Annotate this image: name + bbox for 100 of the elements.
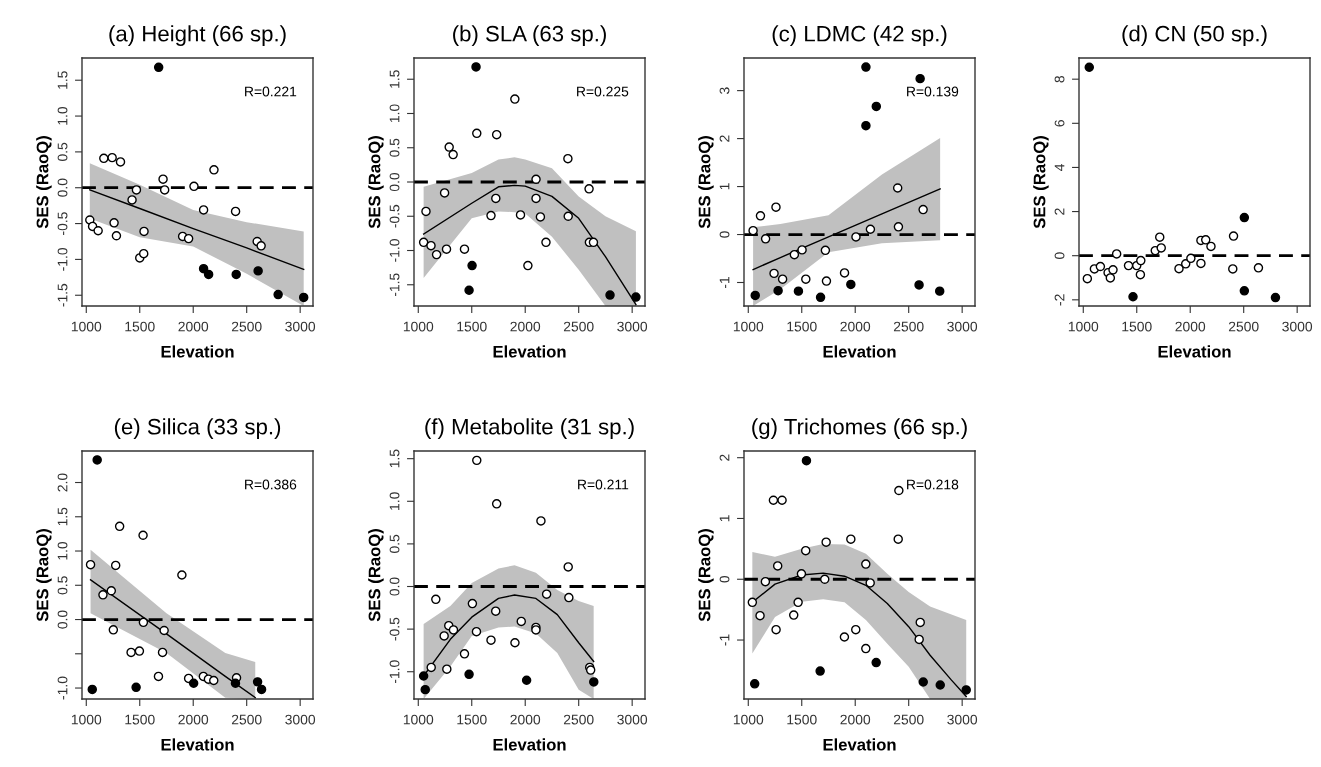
- y-tick-label: -1: [719, 277, 730, 289]
- y-tick-label: 0: [1054, 252, 1065, 260]
- y-axis-title: SES (RaoQ): [698, 529, 714, 622]
- x-tick-label: 1000: [71, 714, 102, 725]
- y-axis-title: SES (RaoQ): [368, 529, 384, 622]
- x-axis-title: Elevation: [161, 345, 234, 358]
- annotation: R=0.139: [907, 86, 959, 97]
- annotation: R=0.211: [578, 479, 629, 490]
- x-axis-title: Elevation: [493, 738, 566, 751]
- y-tick-label: -1.0: [389, 239, 400, 262]
- chart-title: (b) SLA (63 sp.): [453, 25, 606, 46]
- x-tick-label: 2000: [510, 321, 541, 332]
- y-tick-label: 1.5: [57, 71, 68, 89]
- y-tick-label: 8: [1054, 75, 1065, 83]
- y-tick-label: 3: [719, 87, 730, 94]
- y-tick-label: -1.0: [389, 660, 400, 684]
- x-tick-label: 3000: [947, 321, 978, 332]
- y-tick-label: -0.5: [389, 617, 400, 641]
- y-tick-label: 0.5: [389, 534, 400, 553]
- x-tick-label: 2500: [563, 714, 594, 725]
- y-tick-label: 4: [1054, 163, 1065, 171]
- chart-title: (a) Height (66 sp.): [109, 25, 286, 46]
- y-tick-label: -1.0: [57, 247, 68, 271]
- chart-title: (c) LDMC (42 sp.): [772, 25, 947, 46]
- y-tick-label: 0.5: [57, 576, 68, 595]
- x-tick-label: 2500: [231, 321, 262, 332]
- x-tick-label: 2000: [1175, 321, 1206, 332]
- x-tick-label: 3000: [947, 714, 978, 725]
- y-tick-label: 1.0: [57, 541, 68, 560]
- y-tick-label: -1.5: [57, 283, 68, 307]
- x-tick-label: 1000: [403, 714, 434, 725]
- x-tick-label: 2000: [178, 714, 209, 725]
- y-tick-label: 2: [1054, 208, 1065, 215]
- y-tick-label: 1.0: [389, 104, 400, 123]
- y-axis-title: SES (RaoQ): [698, 136, 714, 229]
- y-tick-label: 0: [719, 231, 730, 238]
- y-tick-label: 1.0: [57, 106, 68, 125]
- x-tick-label: 2000: [510, 714, 541, 725]
- y-tick-label: 0: [719, 575, 730, 583]
- y-axis-title: SES (RaoQ): [36, 136, 52, 229]
- y-tick-label: 0.0: [57, 178, 68, 197]
- x-tick-label: 3000: [617, 321, 648, 332]
- y-tick-label: 0.0: [57, 610, 68, 629]
- y-tick-label: 2: [719, 454, 730, 461]
- y-axis-title: SES (RaoQ): [36, 529, 52, 622]
- y-tick-label: 2: [719, 135, 730, 142]
- x-axis-title: Elevation: [1158, 345, 1231, 358]
- x-tick-label: 1000: [733, 714, 764, 725]
- y-tick-label: 1.0: [389, 492, 400, 510]
- x-tick-label: 1500: [125, 714, 155, 725]
- x-tick-label: 1500: [1122, 321, 1152, 332]
- y-axis-title: SES (RaoQ): [1033, 136, 1049, 229]
- x-axis-title: Elevation: [823, 738, 896, 751]
- annotation: R=0.221: [245, 86, 297, 97]
- x-tick-label: 3000: [285, 714, 316, 725]
- x-tick-label: 2500: [893, 321, 924, 332]
- chart-title: (f) Metabolite (31 sp.): [425, 418, 634, 439]
- y-tick-label: 1: [719, 183, 730, 190]
- x-tick-label: 1000: [403, 321, 434, 332]
- y-tick-label: -1.5: [389, 273, 400, 297]
- y-tick-label: 0.5: [57, 142, 68, 162]
- x-axis-title: Elevation: [161, 738, 234, 751]
- y-axis-title: SES (RaoQ): [368, 136, 384, 229]
- y-tick-label: 6: [1054, 120, 1065, 127]
- x-tick-label: 1500: [457, 714, 487, 725]
- y-tick-label: 1.5: [57, 507, 68, 526]
- x-tick-label: 2000: [178, 321, 209, 332]
- y-tick-label: -1: [719, 634, 730, 646]
- x-axis-title: Elevation: [823, 345, 896, 358]
- chart-title: (e) Silica (33 sp.): [114, 418, 281, 439]
- x-axis-title: Elevation: [493, 345, 566, 358]
- x-tick-label: 2000: [840, 714, 871, 725]
- chart-title: (d) CN (50 sp.): [1122, 25, 1267, 46]
- x-tick-label: 2500: [563, 321, 594, 332]
- x-tick-label: 3000: [1282, 321, 1313, 332]
- x-tick-label: 1000: [733, 321, 764, 332]
- y-tick-label: 0.0: [389, 577, 400, 596]
- x-tick-label: 3000: [617, 714, 648, 725]
- x-tick-label: 3000: [285, 321, 316, 332]
- x-tick-label: 2500: [1228, 321, 1259, 332]
- annotation: R=0.225: [577, 86, 629, 97]
- x-tick-label: 1500: [787, 714, 817, 725]
- y-tick-label: -0.5: [57, 212, 68, 235]
- annotation: R=0.218: [907, 479, 959, 490]
- y-tick-label: 0.5: [389, 138, 400, 157]
- y-tick-label: -1.0: [57, 676, 68, 700]
- y-tick-label: 1.5: [389, 70, 400, 88]
- x-tick-label: 1500: [457, 321, 487, 332]
- x-tick-label: 2000: [840, 321, 871, 332]
- x-tick-label: 1000: [71, 321, 102, 332]
- chart-title: (g) Trichomes (66 sp.): [752, 418, 967, 439]
- y-tick-label: 0.0: [389, 172, 400, 192]
- x-tick-label: 2500: [893, 714, 924, 725]
- annotation: R=0.386: [245, 479, 297, 490]
- y-tick-label: -2: [1054, 294, 1065, 306]
- y-tick-label: 1: [719, 515, 730, 522]
- x-tick-label: 1500: [787, 321, 817, 332]
- x-tick-label: 1000: [1068, 321, 1099, 332]
- y-tick-label: 2.0: [57, 473, 68, 492]
- x-tick-label: 2500: [231, 714, 262, 725]
